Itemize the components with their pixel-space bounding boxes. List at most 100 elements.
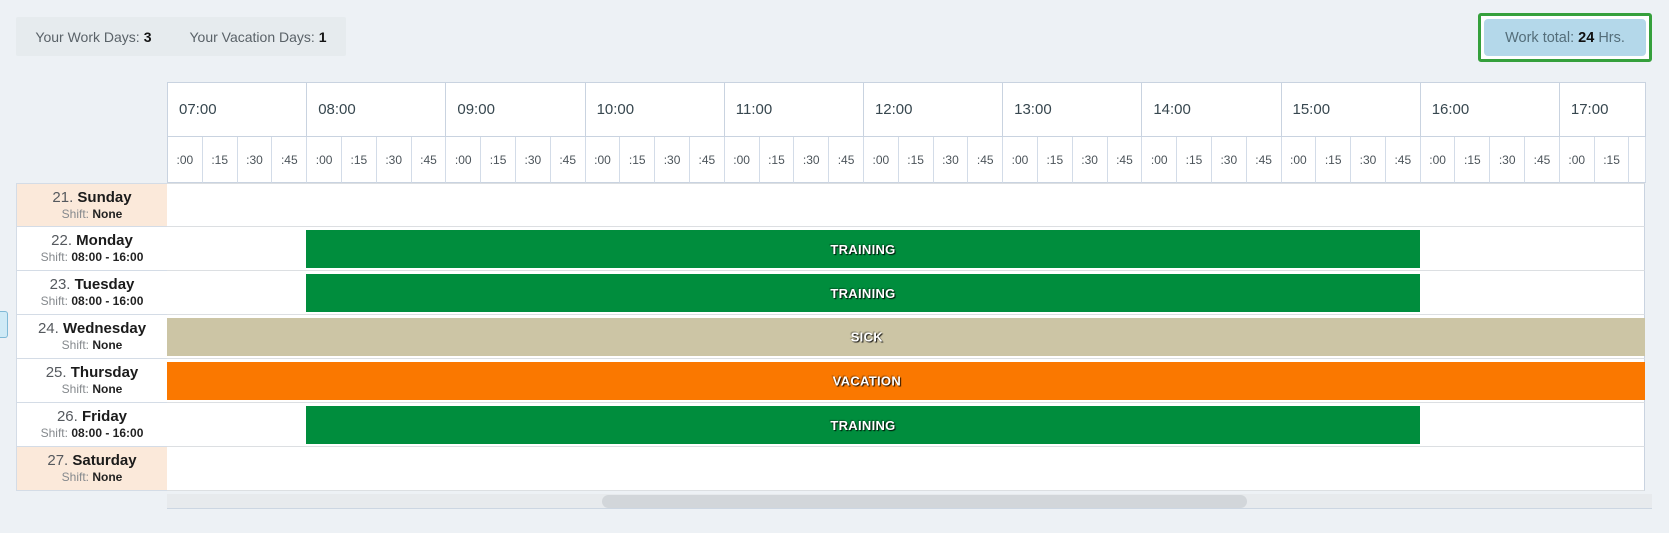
quarter-header-1400-30: :30 (1211, 137, 1247, 183)
quarter-header-1200-15: :15 (898, 137, 934, 183)
horizontal-scrollbar-thumb[interactable] (602, 495, 1247, 508)
day-timeline-wednesday[interactable]: SICK (167, 315, 1645, 359)
schedule-bar-training-monday[interactable]: TRAINING (306, 230, 1420, 268)
schedule-bar-label: TRAINING (830, 241, 896, 257)
work-total-content: Work total: 24 Hrs. (1484, 19, 1646, 56)
hour-header-1700: 17:00 (1559, 83, 1646, 137)
quarter-header-1600-00: :00 (1420, 137, 1456, 183)
work-total-unit: Hrs. (1594, 29, 1625, 46)
day-label-thursday: 25. Thursday Shift: None (16, 359, 167, 403)
quarter-header-1600-30: :30 (1490, 137, 1526, 183)
quarter-header-0800-15: :15 (341, 137, 377, 183)
schedule-bar-label: TRAINING (830, 417, 896, 433)
work-days-summary: Your Work Days: 3 (35, 29, 151, 45)
hour-header-0900: 09:00 (446, 83, 586, 137)
hour-header-1200: 12:00 (863, 83, 1004, 137)
work-total-value: 24 (1578, 29, 1595, 46)
day-title: 22. Monday (51, 232, 133, 249)
summary-box: Your Work Days: 3 Your Vacation Days: 1 (16, 17, 346, 56)
quarter-header-1100-45: :45 (829, 137, 864, 183)
hour-header-1400: 14:00 (1142, 83, 1282, 137)
day-timeline-sunday[interactable] (167, 183, 1645, 227)
work-total-box: Work total: 24 Hrs. (1478, 13, 1652, 62)
quarter-header-1100-00: :00 (724, 137, 760, 183)
quarter-header-1600-15: :15 (1455, 137, 1491, 183)
quarter-header-1600-45: :45 (1525, 137, 1560, 183)
quarter-header-1000-15: :15 (620, 137, 656, 183)
quarter-header-1500-15: :15 (1316, 137, 1352, 183)
day-title: 26. Friday (56, 408, 128, 425)
hour-header-row: 07:00 08:00 09:00 10:00 11:00 12:00 13:00 14:00… (167, 82, 1646, 137)
day-shift: Shift: 08:00 - 16:00 (40, 294, 144, 308)
day-timeline-thursday[interactable]: VACATION (167, 359, 1645, 403)
schedule-bar-training-tuesday[interactable]: TRAINING (306, 274, 1420, 312)
schedule-bar-sick-wednesday[interactable]: SICK (167, 318, 1645, 356)
day-label-wednesday: 24. Wednesday Shift: None (16, 315, 167, 359)
quarter-header-0900-30: :30 (515, 137, 551, 183)
hour-header-1500: 15:00 (1281, 83, 1421, 137)
day-shift: Shift: None (61, 338, 123, 352)
quarter-header-1400-00: :00 (1142, 137, 1178, 183)
day-shift: Shift: None (61, 470, 123, 484)
hour-header-1000: 10:00 (585, 83, 725, 137)
hour-header-0700: 07:00 (168, 83, 308, 137)
schedule-bar-label: SICK (850, 329, 883, 345)
quarter-header-1500-30: :30 (1351, 137, 1386, 183)
day-title: 25. Thursday (45, 364, 139, 381)
day-shift: Shift: None (61, 382, 123, 396)
quarter-header-0700-30: :30 (237, 137, 273, 183)
vacation-days-summary: Your Vacation Days: 1 (189, 29, 326, 45)
day-label-saturday: 27. Saturday Shift: None (16, 447, 167, 491)
quarter-header-0700-00: :00 (168, 137, 203, 183)
hour-header-1300: 13:00 (1003, 83, 1143, 137)
day-label-sunday: 21. Sunday Shift: None (16, 183, 167, 227)
day-label-monday: 22. Monday Shift: 08:00 - 16:00 (16, 227, 167, 271)
schedule-bar-training-friday[interactable]: TRAINING (306, 406, 1420, 444)
vacation-days-value: 1 (318, 28, 327, 45)
quarter-header-1300-00: :00 (1003, 137, 1038, 183)
quarter-header-0700-45: :45 (272, 137, 308, 183)
quarter-header-0900-15: :15 (481, 137, 516, 183)
quarter-header-1300-45: :45 (1107, 137, 1143, 183)
quarter-header-1200-30: :30 (933, 137, 969, 183)
quarter-header-1500-00: :00 (1281, 137, 1317, 183)
quarter-header-1400-15: :15 (1177, 137, 1212, 183)
quarter-header-1000-30: :30 (655, 137, 690, 183)
schedule-bar-label: TRAINING (830, 285, 896, 301)
quarter-header-1300-30: :30 (1072, 137, 1108, 183)
quarter-header-1100-30: :30 (794, 137, 830, 183)
hour-header-0800: 08:00 (307, 83, 447, 137)
day-row-friday: 26. Friday Shift: 08:00 - 16:00 TRAINING (16, 403, 1645, 447)
quarter-header-clipped (1629, 137, 1646, 183)
day-row-wednesday: 24. Wednesday Shift: None SICK (16, 315, 1645, 359)
day-shift: Shift: None (61, 207, 123, 221)
work-days-value: 3 (143, 28, 152, 45)
day-timeline-monday[interactable]: TRAINING (167, 227, 1645, 271)
day-shift: Shift: 08:00 - 16:00 (40, 250, 144, 264)
day-title: 24. Wednesday (37, 320, 147, 337)
left-edge-fragment (0, 311, 8, 338)
quarter-header-1200-00: :00 (863, 137, 899, 183)
schedule-bar-vacation-thursday[interactable]: VACATION (167, 362, 1645, 400)
hour-header-1600: 16:00 (1420, 83, 1560, 137)
day-title: 27. Saturday (47, 452, 137, 469)
horizontal-scrollbar-track[interactable] (167, 494, 1652, 509)
quarter-header-1300-15: :15 (1037, 137, 1073, 183)
day-timeline-saturday[interactable] (167, 447, 1645, 491)
day-timeline-friday[interactable]: TRAINING (167, 403, 1645, 447)
quarter-header-1100-15: :15 (759, 137, 795, 183)
quarter-header-0800-30: :30 (376, 137, 412, 183)
day-timeline-tuesday[interactable]: TRAINING (167, 271, 1645, 315)
quarter-header-0800-00: :00 (307, 137, 342, 183)
quarter-header-0800-45: :45 (411, 137, 447, 183)
quarter-header-0900-00: :00 (446, 137, 482, 183)
hour-header-1100: 11:00 (724, 83, 864, 137)
quarter-header-1400-45: :45 (1246, 137, 1282, 183)
quarter-header-1700-00: :00 (1559, 137, 1595, 183)
day-label-friday: 26. Friday Shift: 08:00 - 16:00 (16, 403, 167, 447)
work-days-label: Your Work Days: (35, 28, 140, 45)
day-title: 21. Sunday (52, 189, 132, 206)
vacation-days-label: Your Vacation Days: (189, 28, 315, 45)
day-row-tuesday: 23. Tuesday Shift: 08:00 - 16:00 TRAINING (16, 271, 1645, 315)
day-label-tuesday: 23. Tuesday Shift: 08:00 - 16:00 (16, 271, 167, 315)
